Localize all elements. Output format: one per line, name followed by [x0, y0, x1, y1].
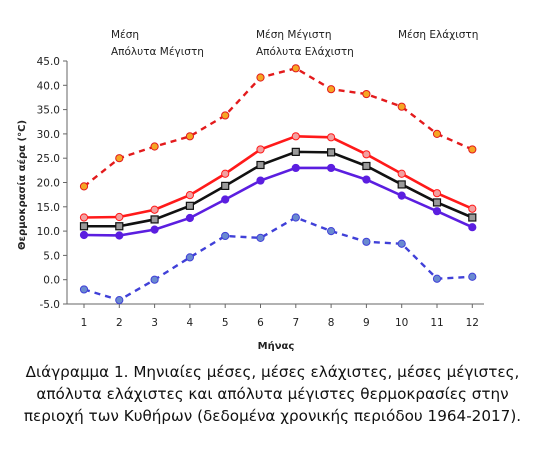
y-tick-label: -5.0	[40, 299, 61, 311]
x-tick-label: 2	[116, 317, 123, 329]
x-tick-label: 9	[363, 317, 370, 329]
data-point	[362, 89, 371, 99]
data-point	[468, 204, 477, 213]
data-point	[79, 182, 89, 191]
legend-mean-max: Μέση Μέγιστη	[256, 29, 332, 41]
x-tick-label: 5	[222, 317, 229, 329]
data-point	[291, 163, 300, 173]
data-point	[397, 191, 406, 200]
figure-caption: Διάγραμμα 1. Μηνιαίες μέσες, μέσες ελάχι…	[23, 363, 522, 425]
data-point	[291, 132, 300, 141]
data-point	[185, 213, 194, 223]
data-point	[256, 160, 265, 170]
data-point	[362, 175, 371, 184]
data-point	[432, 129, 442, 138]
x-tick-label: 3	[151, 317, 158, 329]
y-tick-label: 15.0	[37, 202, 60, 214]
data-point	[221, 111, 230, 120]
x-tick-label: 11	[430, 317, 443, 329]
data-point	[185, 253, 194, 262]
y-tick-label: 30.0	[37, 129, 60, 141]
y-tick-label: 25.0	[37, 153, 60, 165]
y-tick-label: 10.0	[37, 226, 60, 238]
data-point	[221, 181, 230, 191]
data-point	[150, 275, 159, 284]
data-point	[256, 233, 265, 243]
data-point	[256, 145, 265, 154]
data-point	[432, 207, 442, 216]
series-line	[83, 216, 473, 302]
data-point	[468, 145, 477, 154]
x-tick-label: 10	[395, 317, 408, 329]
data-point	[362, 161, 371, 171]
data-point	[185, 191, 194, 200]
data-point	[150, 215, 159, 224]
data-point	[79, 213, 89, 222]
data-point	[397, 169, 406, 178]
data-point	[397, 102, 406, 111]
legend-mean: Μέση	[111, 29, 139, 41]
x-tick-label: 4	[187, 317, 194, 329]
data-point	[79, 230, 89, 240]
data-point	[362, 237, 371, 246]
x-tick-label: 1	[81, 317, 88, 329]
y-tick-label: 35.0	[37, 105, 60, 117]
legend-absolute-min: Απόλυτα Ελάχιστη	[256, 46, 354, 58]
data-point	[221, 169, 230, 178]
data-point	[432, 198, 442, 207]
series-line	[83, 135, 473, 219]
data-point	[256, 73, 265, 82]
legend-mean-min: Μέση Ελάχιστη	[398, 29, 478, 41]
data-point	[79, 222, 89, 231]
y-tick-label: 20.0	[37, 178, 60, 190]
data-point	[115, 212, 124, 222]
temperature-chart: Μέση Απόλυτα Μέγιστη Μέση Μέγιστη Απόλυτ…	[16, 29, 484, 352]
data-point	[327, 85, 336, 94]
y-axis-title: Θερμοκρασία αέρα (°C)	[16, 120, 28, 250]
data-point	[291, 213, 300, 222]
data-point	[79, 285, 89, 294]
data-point	[185, 201, 194, 210]
data-point	[150, 205, 159, 214]
y-tick-label: 5.0	[43, 250, 60, 262]
data-point	[115, 231, 124, 240]
y-tick-label: 45.0	[37, 56, 60, 68]
data-point	[221, 231, 230, 241]
x-tick-label: 12	[466, 317, 479, 329]
data-point	[150, 225, 159, 234]
data-point	[432, 274, 442, 283]
data-point	[362, 150, 371, 159]
data-point	[115, 222, 124, 231]
x-axis-title: Μήνας	[258, 340, 295, 352]
data-point	[468, 223, 477, 232]
legend-absolute-max: Απόλυτα Μέγιστη	[111, 46, 204, 58]
data-point	[432, 189, 442, 198]
data-point	[150, 142, 159, 151]
data-point	[291, 147, 300, 156]
data-point	[468, 213, 477, 222]
data-point	[185, 132, 194, 141]
data-point	[115, 296, 124, 305]
series-line	[84, 150, 473, 228]
x-tick-label: 8	[328, 317, 335, 329]
series-line	[83, 166, 473, 237]
y-tick-label: 0.0	[43, 275, 60, 287]
data-point	[327, 227, 336, 236]
data-point	[397, 180, 406, 189]
data-point	[327, 133, 336, 142]
data-point	[327, 148, 336, 157]
y-tick-label: 40.0	[37, 80, 60, 92]
data-point	[327, 163, 336, 173]
x-tick-label: 6	[257, 317, 264, 329]
data-point	[221, 195, 230, 204]
data-point	[291, 64, 300, 73]
data-point	[397, 239, 406, 248]
data-point	[468, 272, 477, 281]
series-line	[83, 67, 473, 188]
x-tick-label: 7	[292, 317, 299, 329]
data-point	[115, 154, 124, 163]
data-point	[256, 176, 265, 185]
